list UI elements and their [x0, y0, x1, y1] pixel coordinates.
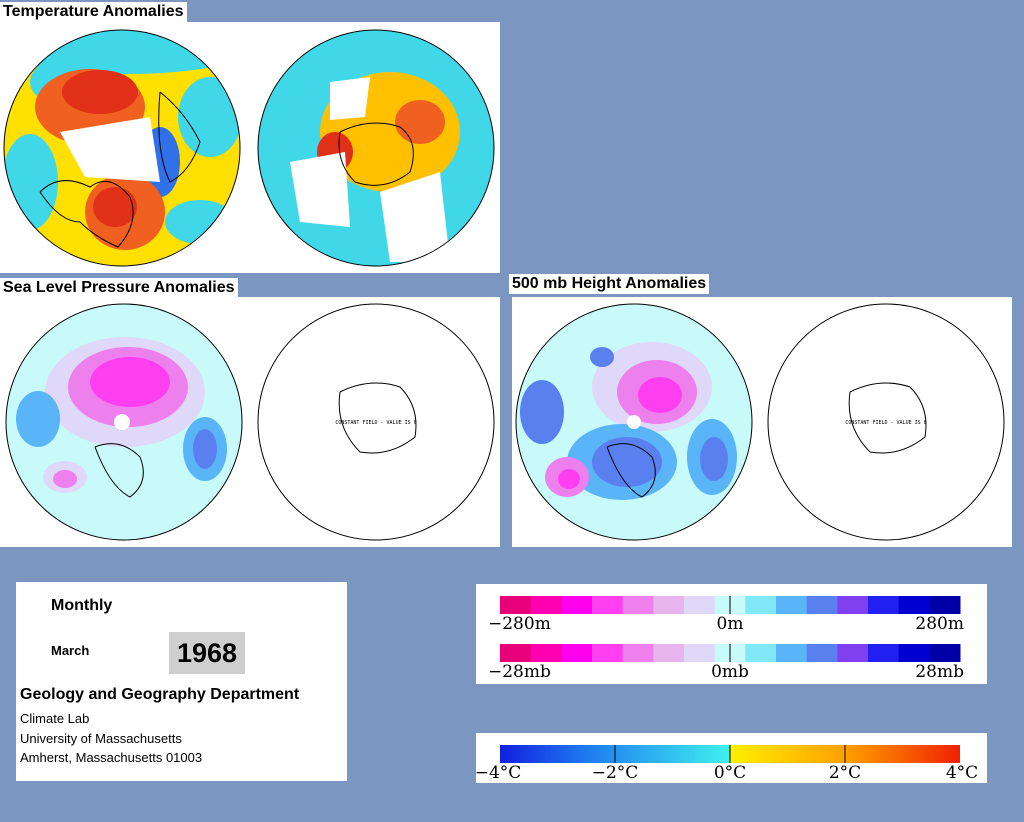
- height-colorbar-step: [500, 596, 532, 614]
- height-legend-max: 280m: [915, 614, 964, 634]
- pressure-colorbar-step: [500, 644, 532, 662]
- height-colorbar-step: [837, 596, 869, 614]
- year-label: 1968: [169, 632, 245, 674]
- height-constant-field-label: CONSTANT FIELD - VALUE IS 0: [845, 420, 926, 426]
- pressure-colorbar-step: [745, 644, 777, 662]
- height-map-south: CONSTANT FIELD - VALUE IS 0: [767, 303, 1005, 541]
- department-name: Geology and Geography Department: [20, 686, 300, 703]
- pressure-legend-min: −28mb: [488, 662, 551, 682]
- height-colorbar-step: [530, 596, 562, 614]
- height-colorbar-step: [684, 596, 716, 614]
- university-name: University of Massachusetts: [20, 731, 182, 746]
- slp-anomalies-title: Sea Level Pressure Anomalies: [0, 278, 238, 298]
- temperature-map-south: [257, 29, 495, 267]
- height-colorbar-step: [806, 596, 838, 614]
- height-colorbar-step: [592, 596, 624, 614]
- address: Amherst, Massachusetts 01003: [20, 750, 203, 765]
- height-legend-min: −280m: [488, 614, 551, 634]
- slp-map-south: CONSTANT FIELD - VALUE IS 0: [257, 303, 495, 541]
- period-label: Monthly: [51, 597, 113, 614]
- lab-name: Climate Lab: [20, 711, 90, 726]
- pressure-colorbar-step: [622, 644, 654, 662]
- height-anomalies-title: 500 mb Height Anomalies: [509, 274, 710, 294]
- height-map-north: [515, 303, 753, 541]
- height-maps-panel: CONSTANT FIELD - VALUE IS 0: [512, 297, 1012, 547]
- pressure-colorbar-step: [653, 644, 685, 662]
- pressure-colorbar: [500, 644, 961, 662]
- height-colorbar-step: [622, 596, 654, 614]
- height-colorbar-step: [776, 596, 808, 614]
- temperature-legend: −4°C −2°C 0°C 2°C 4°C: [476, 733, 987, 783]
- temperature-legend-label-2: 0°C: [714, 763, 746, 783]
- temperature-legend-label-0: −4°C: [476, 763, 521, 783]
- temperature-legend-label-1: −2°C: [592, 763, 639, 783]
- temperature-legend-label-3: 2°C: [829, 763, 861, 783]
- pressure-colorbar-step: [592, 644, 624, 662]
- height-colorbar-step: [653, 596, 685, 614]
- height-colorbar-step: [868, 596, 900, 614]
- pressure-colorbar-step: [868, 644, 900, 662]
- pressure-colorbar-step: [898, 644, 930, 662]
- height-colorbar-step: [561, 596, 593, 614]
- info-box: Monthly March 1968 Geology and Geography…: [16, 582, 347, 781]
- pressure-colorbar-step: [806, 644, 838, 662]
- pressure-colorbar-step: [929, 644, 961, 662]
- temperature-anomalies-title: Temperature Anomalies: [0, 2, 187, 22]
- height-colorbar: [500, 596, 961, 614]
- slp-maps-panel: CONSTANT FIELD - VALUE IS 0: [0, 297, 500, 547]
- height-legend-mid: 0m: [717, 614, 744, 634]
- slp-map-north: [5, 303, 243, 541]
- month-label: March: [51, 643, 90, 658]
- pressure-colorbar-step: [684, 644, 716, 662]
- pressure-colorbar-step: [837, 644, 869, 662]
- temperature-map-north: [3, 29, 241, 267]
- height-colorbar-step: [745, 596, 777, 614]
- pressure-colorbar-step: [561, 644, 593, 662]
- temperature-maps-panel: [0, 22, 500, 273]
- pressure-colorbar-step: [776, 644, 808, 662]
- pressure-legend-max: 28mb: [915, 662, 964, 682]
- height-colorbar-step: [929, 596, 961, 614]
- pressure-colorbar-step: [530, 644, 562, 662]
- height-colorbar-step: [898, 596, 930, 614]
- slp-constant-field-label: CONSTANT FIELD - VALUE IS 0: [335, 420, 416, 426]
- pressure-legend-mid: 0mb: [711, 662, 749, 682]
- temperature-legend-label-4: 4°C: [946, 763, 978, 783]
- height-pressure-legend: −280m 0m 280m −28mb 0mb 28mb: [476, 584, 987, 684]
